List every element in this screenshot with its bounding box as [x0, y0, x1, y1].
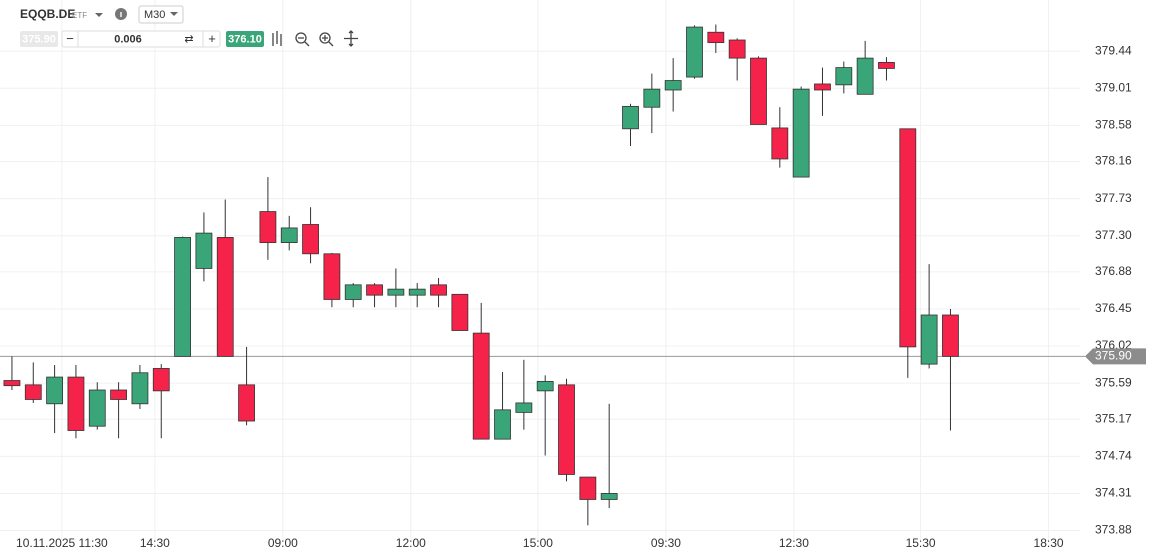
candle-body	[600, 493, 618, 500]
candle-body	[366, 284, 383, 296]
zoom-in-icon[interactable]	[319, 32, 331, 44]
plus-button[interactable]: +	[208, 31, 216, 46]
timeframe: M30	[144, 9, 165, 21]
y-tick-label: 377.30	[1095, 228, 1132, 242]
candle-body	[664, 80, 682, 91]
symbol-dropdown[interactable]	[95, 13, 103, 17]
candle-body	[131, 372, 149, 405]
indicator-icon[interactable]	[272, 31, 282, 46]
y-tick-label: 375.59	[1095, 375, 1132, 389]
candle-body	[430, 284, 447, 296]
bid-box[interactable]	[20, 31, 58, 47]
y-tick-label: 374.74	[1095, 449, 1132, 463]
candle-body	[792, 88, 810, 178]
candle-body	[878, 62, 895, 69]
x-tick-label: 14:30	[140, 536, 170, 550]
x-tick-label: 09:30	[651, 536, 681, 550]
bid-price: 375.90	[22, 33, 56, 45]
candle-body	[451, 293, 469, 331]
candle-body	[259, 211, 277, 243]
candle-body	[899, 128, 917, 348]
timeframe-box[interactable]	[138, 5, 184, 24]
x-tick-label: 15:30	[906, 536, 936, 550]
zoom-out-icon[interactable]	[295, 32, 307, 44]
x-tick-label: 10.11.2025 11:30	[16, 536, 108, 550]
candle-body	[835, 67, 853, 86]
y-tick-label: 377.73	[1095, 191, 1132, 205]
candle-body	[558, 384, 575, 475]
candle-body	[920, 314, 938, 365]
candle-body	[856, 57, 874, 95]
y-tick-label: 379.01	[1095, 80, 1132, 94]
candle-body	[280, 227, 298, 243]
candle-body	[195, 232, 213, 269]
candle-body	[472, 332, 490, 440]
candle-body	[536, 380, 554, 392]
y-tick-label: 373.88	[1095, 523, 1132, 537]
minus-button[interactable]: −	[66, 31, 74, 46]
candle-body	[408, 288, 426, 296]
x-tick-label: 18:30	[1034, 536, 1064, 550]
y-tick-label: 374.31	[1095, 486, 1132, 500]
candle-body	[88, 389, 106, 427]
candle-body	[387, 288, 405, 296]
candle-body	[814, 83, 831, 91]
crosshair-icon[interactable]	[344, 30, 358, 47]
y-tick-label: 376.88	[1095, 264, 1132, 278]
timeframe-dropdown	[170, 12, 178, 16]
toolbar: EQQB.DE ETF M30 375.90 − 0.006 ⇄ + 376.1…	[20, 5, 358, 48]
candle-body	[174, 237, 191, 357]
y-tick-label: 375.17	[1095, 411, 1132, 425]
step-value: 0.006	[114, 33, 142, 45]
y-tick-label: 379.44	[1095, 43, 1132, 57]
candle-body	[686, 26, 703, 78]
candle-body	[152, 368, 170, 392]
candle-body	[579, 476, 597, 500]
x-tick-label: 15:00	[523, 536, 553, 550]
candle-body	[942, 314, 959, 357]
candle-body	[622, 105, 639, 130]
candle-body	[771, 127, 789, 160]
y-tick-label: 376.45	[1095, 301, 1132, 315]
y-tick-label: 378.16	[1095, 154, 1132, 168]
candle-body	[643, 88, 661, 108]
y-tick-label: 378.58	[1095, 118, 1132, 132]
candle-body	[494, 409, 511, 440]
candle-body	[728, 39, 746, 59]
candle-body	[302, 224, 319, 255]
current-price-tag	[1085, 348, 1146, 365]
x-tick-label: 09:00	[268, 536, 298, 550]
ask-price: 376.10	[228, 33, 262, 45]
candle-body	[750, 57, 767, 125]
candle-body	[24, 384, 42, 400]
step-input[interactable]	[61, 30, 221, 48]
symbol[interactable]: EQQB.DE	[20, 7, 75, 21]
candle-body	[67, 376, 85, 431]
candle-body	[344, 284, 362, 300]
ask-box[interactable]	[226, 31, 264, 47]
candle-body	[46, 376, 64, 405]
candle-body	[323, 253, 341, 300]
candle-body	[515, 402, 533, 413]
swap-icon[interactable]: ⇄	[184, 33, 193, 45]
x-tick-label: 12:30	[779, 536, 809, 550]
symbol-type: ETF	[72, 11, 87, 20]
candle-body	[3, 380, 21, 387]
current-price-label: 375.90	[1095, 349, 1132, 363]
candle-body	[707, 31, 725, 43]
tool-icons	[272, 30, 358, 47]
candle-body	[110, 389, 127, 400]
x-tick-label: 12:00	[396, 536, 426, 550]
candle-body	[216, 237, 234, 357]
info-glyph	[120, 12, 122, 17]
candle-body	[238, 384, 255, 422]
